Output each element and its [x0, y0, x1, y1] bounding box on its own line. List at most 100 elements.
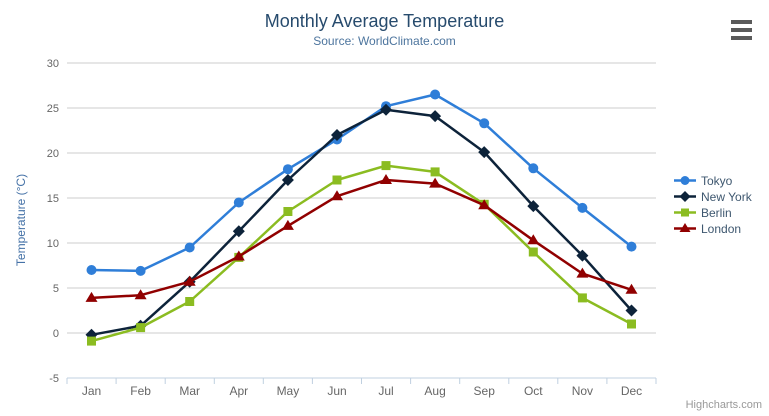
- legend-triangle-icon: [674, 223, 696, 232]
- series-point-berlin[interactable]: [577, 293, 587, 303]
- series-point-tokyo[interactable]: [528, 163, 539, 174]
- hamburger-bar: [731, 36, 752, 40]
- legend-item-berlin[interactable]: Berlin: [674, 205, 752, 220]
- series-point-london[interactable]: [85, 291, 98, 302]
- series-point-new-york[interactable]: [380, 103, 392, 116]
- x-axis-tick-label: Jul: [378, 384, 393, 398]
- series-point-berlin[interactable]: [381, 161, 391, 171]
- series-point-new-york[interactable]: [576, 249, 589, 262]
- series-point-tokyo[interactable]: [430, 89, 441, 100]
- series-point-new-york[interactable]: [429, 110, 442, 123]
- x-axis-tick-label: Jun: [327, 384, 346, 398]
- legend-marker-berlin: [681, 208, 689, 217]
- legend-item-london[interactable]: London: [674, 221, 752, 236]
- series-point-london[interactable]: [429, 177, 442, 188]
- series-line-new-york: [91, 108, 633, 337]
- series-point-london[interactable]: [183, 275, 196, 286]
- legend-square-icon: [674, 208, 696, 217]
- legend-marker-tokyo: [680, 176, 690, 185]
- x-axis-tick-label: Dec: [621, 384, 642, 398]
- y-axis-tick-label: 5: [53, 283, 59, 295]
- legend: Tokyo New York Berlin London: [674, 174, 752, 238]
- series-point-berlin[interactable]: [528, 247, 538, 257]
- hamburger-icon: [731, 20, 753, 40]
- series-point-new-york[interactable]: [527, 200, 540, 213]
- series-line-tokyo: [91, 93, 633, 273]
- legend-marker-new-york: [679, 191, 691, 202]
- series-point-london[interactable]: [232, 250, 245, 261]
- series-point-tokyo[interactable]: [577, 202, 588, 213]
- y-axis-tick-label: 25: [47, 103, 59, 115]
- x-axis-labels: Jan Feb Mar Apr May Jun Jul Aug Sep Oct Nov Dec: [82, 384, 642, 398]
- gridlines: [67, 62, 656, 379]
- series-point-london[interactable]: [625, 283, 638, 294]
- export-menu-button[interactable]: [728, 17, 756, 43]
- legend-diamond-icon: [674, 191, 696, 202]
- series-point-berlin[interactable]: [430, 167, 440, 177]
- legend-label-london: London: [701, 221, 742, 236]
- series-point-berlin[interactable]: [185, 297, 195, 306]
- y-axis-title: Temperature (°C): [14, 174, 28, 266]
- series-point-london[interactable]: [380, 174, 392, 184]
- series-new-york[interactable]: [85, 103, 638, 341]
- series-line-london: [91, 178, 632, 300]
- legend-circle-icon: [674, 176, 696, 185]
- x-axis-tick-label: Jan: [82, 384, 101, 398]
- series-point-london[interactable]: [478, 199, 491, 210]
- legend-item-tokyo[interactable]: Tokyo: [674, 173, 752, 188]
- y-axis-tick-label: 10: [47, 238, 59, 250]
- series-point-berlin[interactable]: [332, 175, 342, 185]
- series-point-london[interactable]: [527, 234, 540, 245]
- y-axis-tick-label: 0: [53, 328, 59, 340]
- series-point-berlin[interactable]: [627, 319, 636, 329]
- series-point-new-york[interactable]: [625, 304, 638, 317]
- series-point-new-york[interactable]: [281, 174, 294, 186]
- x-axis-tick-label: Nov: [572, 384, 593, 398]
- series-point-tokyo[interactable]: [233, 197, 244, 208]
- series-point-tokyo[interactable]: [184, 242, 195, 253]
- credits-link[interactable]: Highcharts.com: [685, 399, 762, 411]
- legend-label-tokyo: Tokyo: [701, 173, 733, 188]
- x-axis-tick-label: Mar: [179, 384, 200, 398]
- chart-subtitle: Source: WorldClimate.com: [313, 34, 456, 48]
- x-axis-tick-label: Apr: [229, 384, 248, 398]
- x-axis-tick-label: May: [277, 384, 300, 398]
- series-tokyo[interactable]: [86, 89, 637, 276]
- series-point-london[interactable]: [281, 219, 294, 230]
- y-axis-tick-label: 15: [47, 193, 59, 205]
- x-axis-tick-label: Oct: [524, 384, 543, 398]
- legend-item-new-york[interactable]: New York: [674, 189, 752, 204]
- series-point-tokyo[interactable]: [86, 265, 97, 275]
- series-point-tokyo[interactable]: [282, 164, 293, 175]
- series-point-tokyo[interactable]: [479, 118, 490, 129]
- x-axis-tick-label: Feb: [130, 384, 151, 398]
- x-axis-tick-label: Sep: [474, 384, 496, 398]
- y-axis-tick-label: 30: [47, 58, 59, 70]
- series-point-london[interactable]: [576, 267, 589, 278]
- x-axis-tick-label: Aug: [424, 384, 445, 398]
- series-point-tokyo[interactable]: [626, 241, 637, 252]
- y-axis-tick-label: 20: [47, 148, 59, 160]
- series-point-new-york[interactable]: [331, 129, 343, 141]
- series-point-london[interactable]: [134, 289, 147, 300]
- series-london[interactable]: [85, 174, 638, 302]
- legend-marker-london: [679, 223, 691, 232]
- series-point-berlin[interactable]: [87, 336, 96, 346]
- hamburger-bar: [731, 28, 752, 32]
- hamburger-bar: [731, 20, 752, 24]
- series-point-new-york[interactable]: [232, 225, 245, 238]
- y-axis-labels: -5 0 5 10 15 20 25 30: [47, 58, 59, 385]
- legend-label-new-york: New York: [701, 189, 752, 204]
- series-point-berlin[interactable]: [136, 323, 146, 333]
- chart-title: Monthly Average Temperature: [264, 11, 505, 31]
- series-point-london[interactable]: [331, 190, 343, 201]
- series-point-berlin[interactable]: [283, 207, 293, 216]
- series-point-tokyo[interactable]: [135, 265, 146, 276]
- y-axis-tick-label: -5: [49, 373, 59, 385]
- x-axis: [66, 377, 657, 384]
- series-line-berlin: [91, 164, 633, 343]
- series-point-new-york[interactable]: [478, 146, 491, 159]
- legend-label-berlin: Berlin: [701, 205, 732, 220]
